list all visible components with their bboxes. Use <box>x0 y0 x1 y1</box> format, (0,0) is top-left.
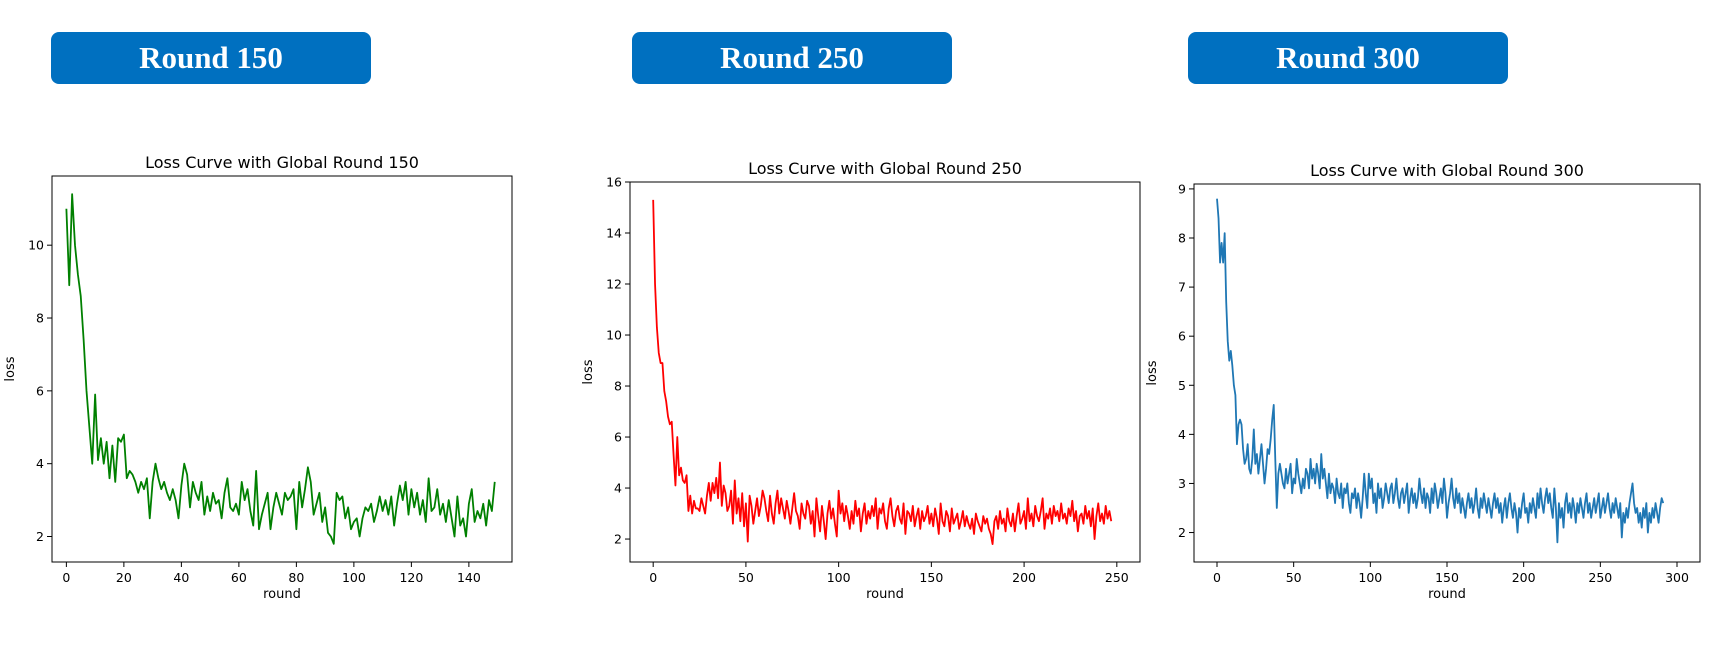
chart-title: Loss Curve with Global Round 150 <box>145 153 419 172</box>
y-tick-label: 2 <box>614 532 622 547</box>
y-axis-label: loss <box>581 359 596 384</box>
y-tick-label: 14 <box>606 226 622 241</box>
plot-frame <box>1193 183 1701 563</box>
x-tick-label: 300 <box>1665 570 1689 585</box>
y-tick-label: 2 <box>1178 525 1186 540</box>
x-tick-label: 250 <box>1105 570 1129 585</box>
y-tick-label: 4 <box>36 456 44 471</box>
y-tick-label: 8 <box>614 379 622 394</box>
x-tick-label: 20 <box>116 570 132 585</box>
y-tick-label: 16 <box>606 175 622 190</box>
y-tick-label: 7 <box>1178 280 1186 295</box>
y-tick-label: 4 <box>1178 427 1186 442</box>
y-tick-label: 6 <box>36 383 44 398</box>
x-tick-label: 250 <box>1588 570 1612 585</box>
x-tick-label: 60 <box>231 570 247 585</box>
badge-round-250: Round 250 <box>632 32 952 84</box>
y-tick-label: 10 <box>606 328 622 343</box>
x-axis-label: round <box>263 587 301 602</box>
chart-panel-round-300: Loss Curve with Global Round 300 2 3 4 5 6 7 8 9… <box>1145 150 1712 620</box>
y-tick-label: 10 <box>28 238 44 253</box>
y-tick-label: 9 <box>1178 181 1186 196</box>
y-tick-label: 8 <box>1178 231 1186 246</box>
y-axis-label: loss <box>1145 360 1160 385</box>
y-tick-label: 5 <box>1178 378 1186 393</box>
chart-title: Loss Curve with Global Round 300 <box>1310 161 1584 180</box>
chart-panel-round-150: Loss Curve with Global Round 150 2 4 6 8 10 0 2… <box>0 150 570 620</box>
x-tick-label: 140 <box>457 570 481 585</box>
badge-round-150: Round 150 <box>51 32 371 84</box>
x-axis-label: round <box>1428 587 1466 602</box>
loss-series-line <box>65 193 496 545</box>
y-tick-label: 12 <box>606 277 622 292</box>
x-tick-label: 100 <box>1358 570 1382 585</box>
x-tick-label: 50 <box>738 570 754 585</box>
y-tick-label: 2 <box>36 529 44 544</box>
x-tick-label: 200 <box>1012 570 1036 585</box>
chart-panel-round-250: Loss Curve with Global Round 250 2 4 6 8 10 12… <box>580 150 1150 620</box>
x-tick-label: 120 <box>399 570 423 585</box>
y-tick-label: 3 <box>1178 476 1186 491</box>
x-axis-label: round <box>866 587 904 602</box>
x-tick-label: 100 <box>342 570 366 585</box>
x-tick-label: 150 <box>919 570 943 585</box>
y-tick-label: 4 <box>614 481 622 496</box>
plot-frame <box>629 181 1141 563</box>
x-tick-label: 0 <box>649 570 657 585</box>
chart-title: Loss Curve with Global Round 250 <box>748 159 1022 178</box>
loss-series-line <box>652 199 1113 546</box>
loss-chart-round-250: Loss Curve with Global Round 250 2 4 6 8 10 12… <box>581 159 1141 602</box>
badge-round-300: Round 300 <box>1188 32 1508 84</box>
loss-chart-round-300: Loss Curve with Global Round 300 2 3 4 5 6 7 8 9… <box>1145 161 1701 602</box>
x-tick-label: 200 <box>1512 570 1536 585</box>
x-tick-label: 0 <box>62 570 70 585</box>
y-axis-label: loss <box>3 356 18 381</box>
y-tick-label: 6 <box>614 430 622 445</box>
x-tick-label: 50 <box>1286 570 1302 585</box>
x-tick-label: 80 <box>288 570 304 585</box>
x-tick-label: 100 <box>827 570 851 585</box>
y-tick-label: 6 <box>1178 329 1186 344</box>
x-tick-label: 150 <box>1435 570 1459 585</box>
plot-frame <box>51 175 513 563</box>
loss-series-line <box>1216 198 1665 544</box>
x-tick-label: 40 <box>173 570 189 585</box>
x-tick-label: 0 <box>1213 570 1221 585</box>
y-tick-label: 8 <box>36 311 44 326</box>
